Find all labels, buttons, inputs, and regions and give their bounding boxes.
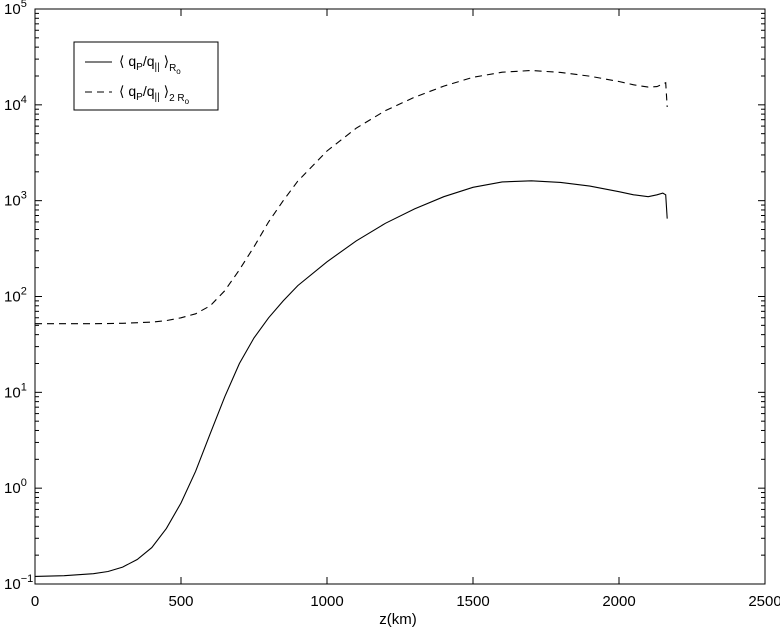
x-axis: 0 500 1000 1500 2000 2500 (31, 9, 780, 610)
series-line-2-dashed (35, 69, 668, 325)
x-tick-label: 2500 (748, 593, 780, 610)
series-line-1-solid (34, 180, 668, 577)
x-tick-label: 2000 (602, 593, 635, 610)
x-tick-label: 1500 (456, 593, 489, 610)
y-tick-label: 10−1 (4, 573, 33, 593)
y-tick-label: 101 (4, 381, 27, 401)
series-lines (34, 69, 668, 577)
x-tick-label: 1000 (310, 593, 343, 610)
x-tick-label: 500 (168, 593, 193, 610)
x-axis-label: z(km) (379, 611, 417, 627)
y-axis: 10−1 100 101 102 103 104 105 (4, 0, 765, 593)
legend: ⟨ qP/q|| ⟩Ro ⟨ qP/q|| ⟩2 Ro (73, 41, 219, 111)
y-tick-label: 103 (4, 190, 27, 210)
y-tick-label: 105 (4, 0, 27, 18)
y-tick-label: 102 (4, 286, 27, 306)
y-tick-label: 104 (4, 94, 27, 114)
y-tick-label: 100 (4, 477, 27, 497)
x-tick-label: 0 (31, 593, 39, 610)
legend-label-2: ⟨ qP/q|| ⟩2 Ro (119, 83, 190, 106)
legend-box (73, 41, 219, 111)
legend-label-1: ⟨ qP/q|| ⟩Ro (119, 53, 181, 76)
